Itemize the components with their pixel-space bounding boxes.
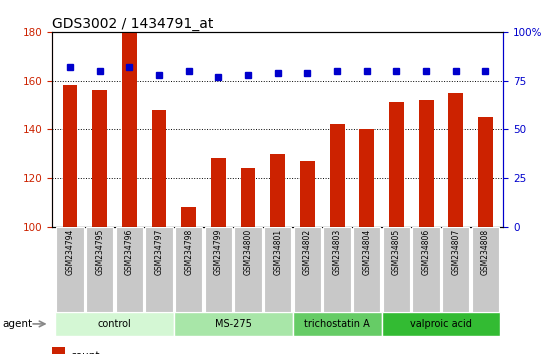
Bar xyxy=(472,227,499,312)
Bar xyxy=(145,227,173,312)
Text: GSM234807: GSM234807 xyxy=(452,229,460,275)
Bar xyxy=(211,159,226,227)
Bar xyxy=(353,227,381,312)
Bar xyxy=(152,110,167,227)
Bar xyxy=(294,227,321,312)
Bar xyxy=(52,347,65,354)
Bar xyxy=(478,117,493,227)
Bar xyxy=(175,227,202,312)
Text: control: control xyxy=(98,319,131,329)
Text: count: count xyxy=(70,351,100,354)
Bar xyxy=(419,100,433,227)
Text: GSM234796: GSM234796 xyxy=(125,229,134,275)
Text: GSM234803: GSM234803 xyxy=(333,229,342,275)
Bar xyxy=(174,312,293,336)
Bar xyxy=(264,227,292,312)
Bar xyxy=(92,90,107,227)
Text: GSM234799: GSM234799 xyxy=(214,229,223,275)
Bar xyxy=(55,312,174,336)
Bar xyxy=(116,227,143,312)
Text: trichostatin A: trichostatin A xyxy=(304,319,370,329)
Bar xyxy=(86,227,113,312)
Bar xyxy=(359,129,374,227)
Bar xyxy=(271,154,285,227)
Bar xyxy=(442,227,469,312)
Text: GSM234801: GSM234801 xyxy=(273,229,282,275)
Text: GSM234804: GSM234804 xyxy=(362,229,371,275)
Text: valproic acid: valproic acid xyxy=(410,319,472,329)
Bar xyxy=(63,85,78,227)
Bar xyxy=(383,227,410,312)
Bar xyxy=(241,168,256,227)
Bar xyxy=(57,227,84,312)
Text: agent: agent xyxy=(3,319,33,329)
Bar xyxy=(234,227,262,312)
Bar xyxy=(323,227,351,312)
Bar xyxy=(205,227,232,312)
Bar xyxy=(182,207,196,227)
Text: GSM234800: GSM234800 xyxy=(244,229,252,275)
Bar xyxy=(448,93,463,227)
Bar xyxy=(122,32,137,227)
Text: GSM234798: GSM234798 xyxy=(184,229,193,275)
Bar xyxy=(389,102,404,227)
Bar xyxy=(329,124,344,227)
Text: GSM234797: GSM234797 xyxy=(155,229,163,275)
Bar xyxy=(382,312,500,336)
Text: GSM234795: GSM234795 xyxy=(95,229,104,275)
Text: GDS3002 / 1434791_at: GDS3002 / 1434791_at xyxy=(52,17,213,31)
Bar xyxy=(300,161,315,227)
Text: GSM234802: GSM234802 xyxy=(303,229,312,275)
Text: MS-275: MS-275 xyxy=(215,319,252,329)
Text: GSM234794: GSM234794 xyxy=(65,229,75,275)
Text: GSM234806: GSM234806 xyxy=(422,229,431,275)
Bar xyxy=(293,312,382,336)
Text: GSM234805: GSM234805 xyxy=(392,229,401,275)
Bar xyxy=(412,227,440,312)
Text: GSM234808: GSM234808 xyxy=(481,229,490,275)
